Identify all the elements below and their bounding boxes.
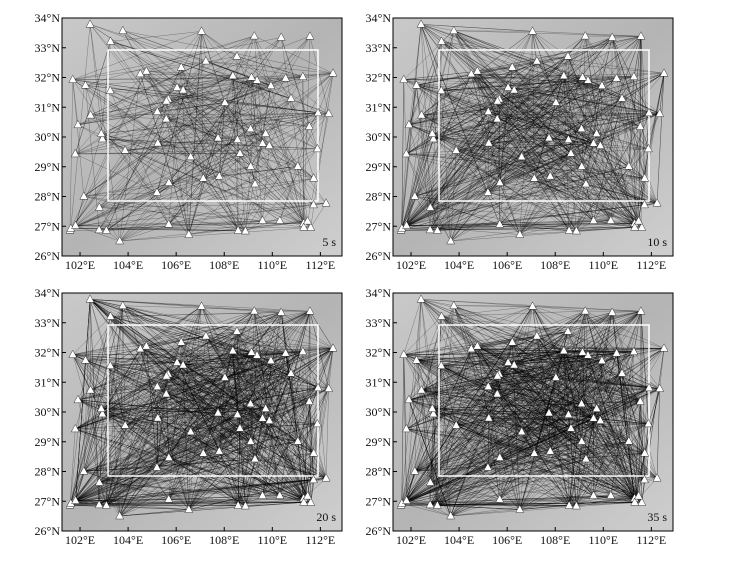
- y-tick-label: 26°N: [35, 249, 61, 263]
- y-tick-label: 34°N: [366, 11, 392, 25]
- x-tick-label: 104°E: [444, 533, 474, 547]
- y-tick-label: 27°N: [366, 219, 392, 233]
- x-tick-label: 112°E: [637, 533, 667, 547]
- x-tick-label: 108°E: [540, 533, 570, 547]
- y-tick-label: 33°N: [366, 41, 392, 55]
- y-tick-label: 31°N: [35, 375, 61, 389]
- y-tick-label: 28°N: [366, 190, 392, 204]
- y-tick-label: 29°N: [366, 435, 392, 449]
- y-tick-label: 26°N: [35, 524, 61, 538]
- y-tick-label: 26°N: [366, 249, 392, 263]
- x-tick-label: 110°E: [257, 533, 287, 547]
- y-tick-label: 31°N: [366, 375, 392, 389]
- x-tick-label: 102°E: [65, 533, 95, 547]
- y-tick-label: 33°N: [366, 316, 392, 330]
- map-panel: 102°E 104°E 106°E 108°E 110°E 112°E 26°N 27°N 28…: [35, 11, 342, 272]
- x-tick-label: 104°E: [113, 258, 143, 272]
- y-tick-label: 32°N: [366, 346, 392, 360]
- y-tick-label: 27°N: [35, 219, 61, 233]
- y-tick-label: 33°N: [35, 41, 61, 55]
- y-tick-label: 33°N: [35, 316, 61, 330]
- map-panel: 102°E 104°E 106°E 108°E 110°E 112°E 26°N 27°N 28…: [366, 11, 673, 272]
- x-tick-label: 108°E: [540, 258, 570, 272]
- x-tick-label: 102°E: [65, 258, 95, 272]
- period-label: 5 s: [322, 235, 336, 249]
- map-panel: 102°E 104°E 106°E 108°E 110°E 112°E 26°N 27°N 28…: [366, 286, 673, 547]
- y-tick-label: 28°N: [35, 190, 61, 204]
- y-tick-label: 27°N: [366, 494, 392, 508]
- x-tick-label: 102°E: [396, 258, 426, 272]
- y-tick-label: 34°N: [35, 286, 61, 300]
- x-tick-label: 106°E: [161, 258, 191, 272]
- y-tick-label: 30°N: [35, 130, 61, 144]
- x-tick-label: 110°E: [588, 258, 618, 272]
- y-tick-label: 28°N: [366, 465, 392, 479]
- period-label: 35 s: [647, 510, 667, 524]
- map-panel: 102°E 104°E 106°E 108°E 110°E 112°E 26°N 27°N 28…: [35, 286, 342, 547]
- x-tick-label: 108°E: [209, 258, 239, 272]
- x-tick-label: 104°E: [113, 533, 143, 547]
- y-tick-label: 28°N: [35, 465, 61, 479]
- x-tick-label: 106°E: [492, 258, 522, 272]
- period-label: 10 s: [647, 235, 667, 249]
- y-tick-label: 26°N: [366, 524, 392, 538]
- x-tick-label: 102°E: [396, 533, 426, 547]
- x-tick-label: 106°E: [492, 533, 522, 547]
- y-tick-label: 29°N: [35, 435, 61, 449]
- y-tick-label: 34°N: [35, 11, 61, 25]
- x-tick-label: 112°E: [306, 533, 336, 547]
- y-tick-label: 30°N: [35, 405, 61, 419]
- x-tick-label: 104°E: [444, 258, 474, 272]
- y-tick-label: 27°N: [35, 494, 61, 508]
- y-tick-label: 31°N: [35, 100, 61, 114]
- y-tick-label: 30°N: [366, 405, 392, 419]
- x-tick-label: 110°E: [257, 258, 287, 272]
- y-tick-label: 32°N: [35, 346, 61, 360]
- x-tick-label: 112°E: [306, 258, 336, 272]
- x-tick-label: 108°E: [209, 533, 239, 547]
- y-tick-label: 31°N: [366, 100, 392, 114]
- period-label: 20 s: [316, 510, 336, 524]
- y-tick-label: 32°N: [35, 71, 61, 85]
- y-tick-label: 32°N: [366, 71, 392, 85]
- y-tick-label: 29°N: [35, 160, 61, 174]
- x-tick-label: 110°E: [588, 533, 618, 547]
- x-tick-label: 112°E: [637, 258, 667, 272]
- x-tick-label: 106°E: [161, 533, 191, 547]
- y-tick-label: 34°N: [366, 286, 392, 300]
- y-tick-label: 30°N: [366, 130, 392, 144]
- y-tick-label: 29°N: [366, 160, 392, 174]
